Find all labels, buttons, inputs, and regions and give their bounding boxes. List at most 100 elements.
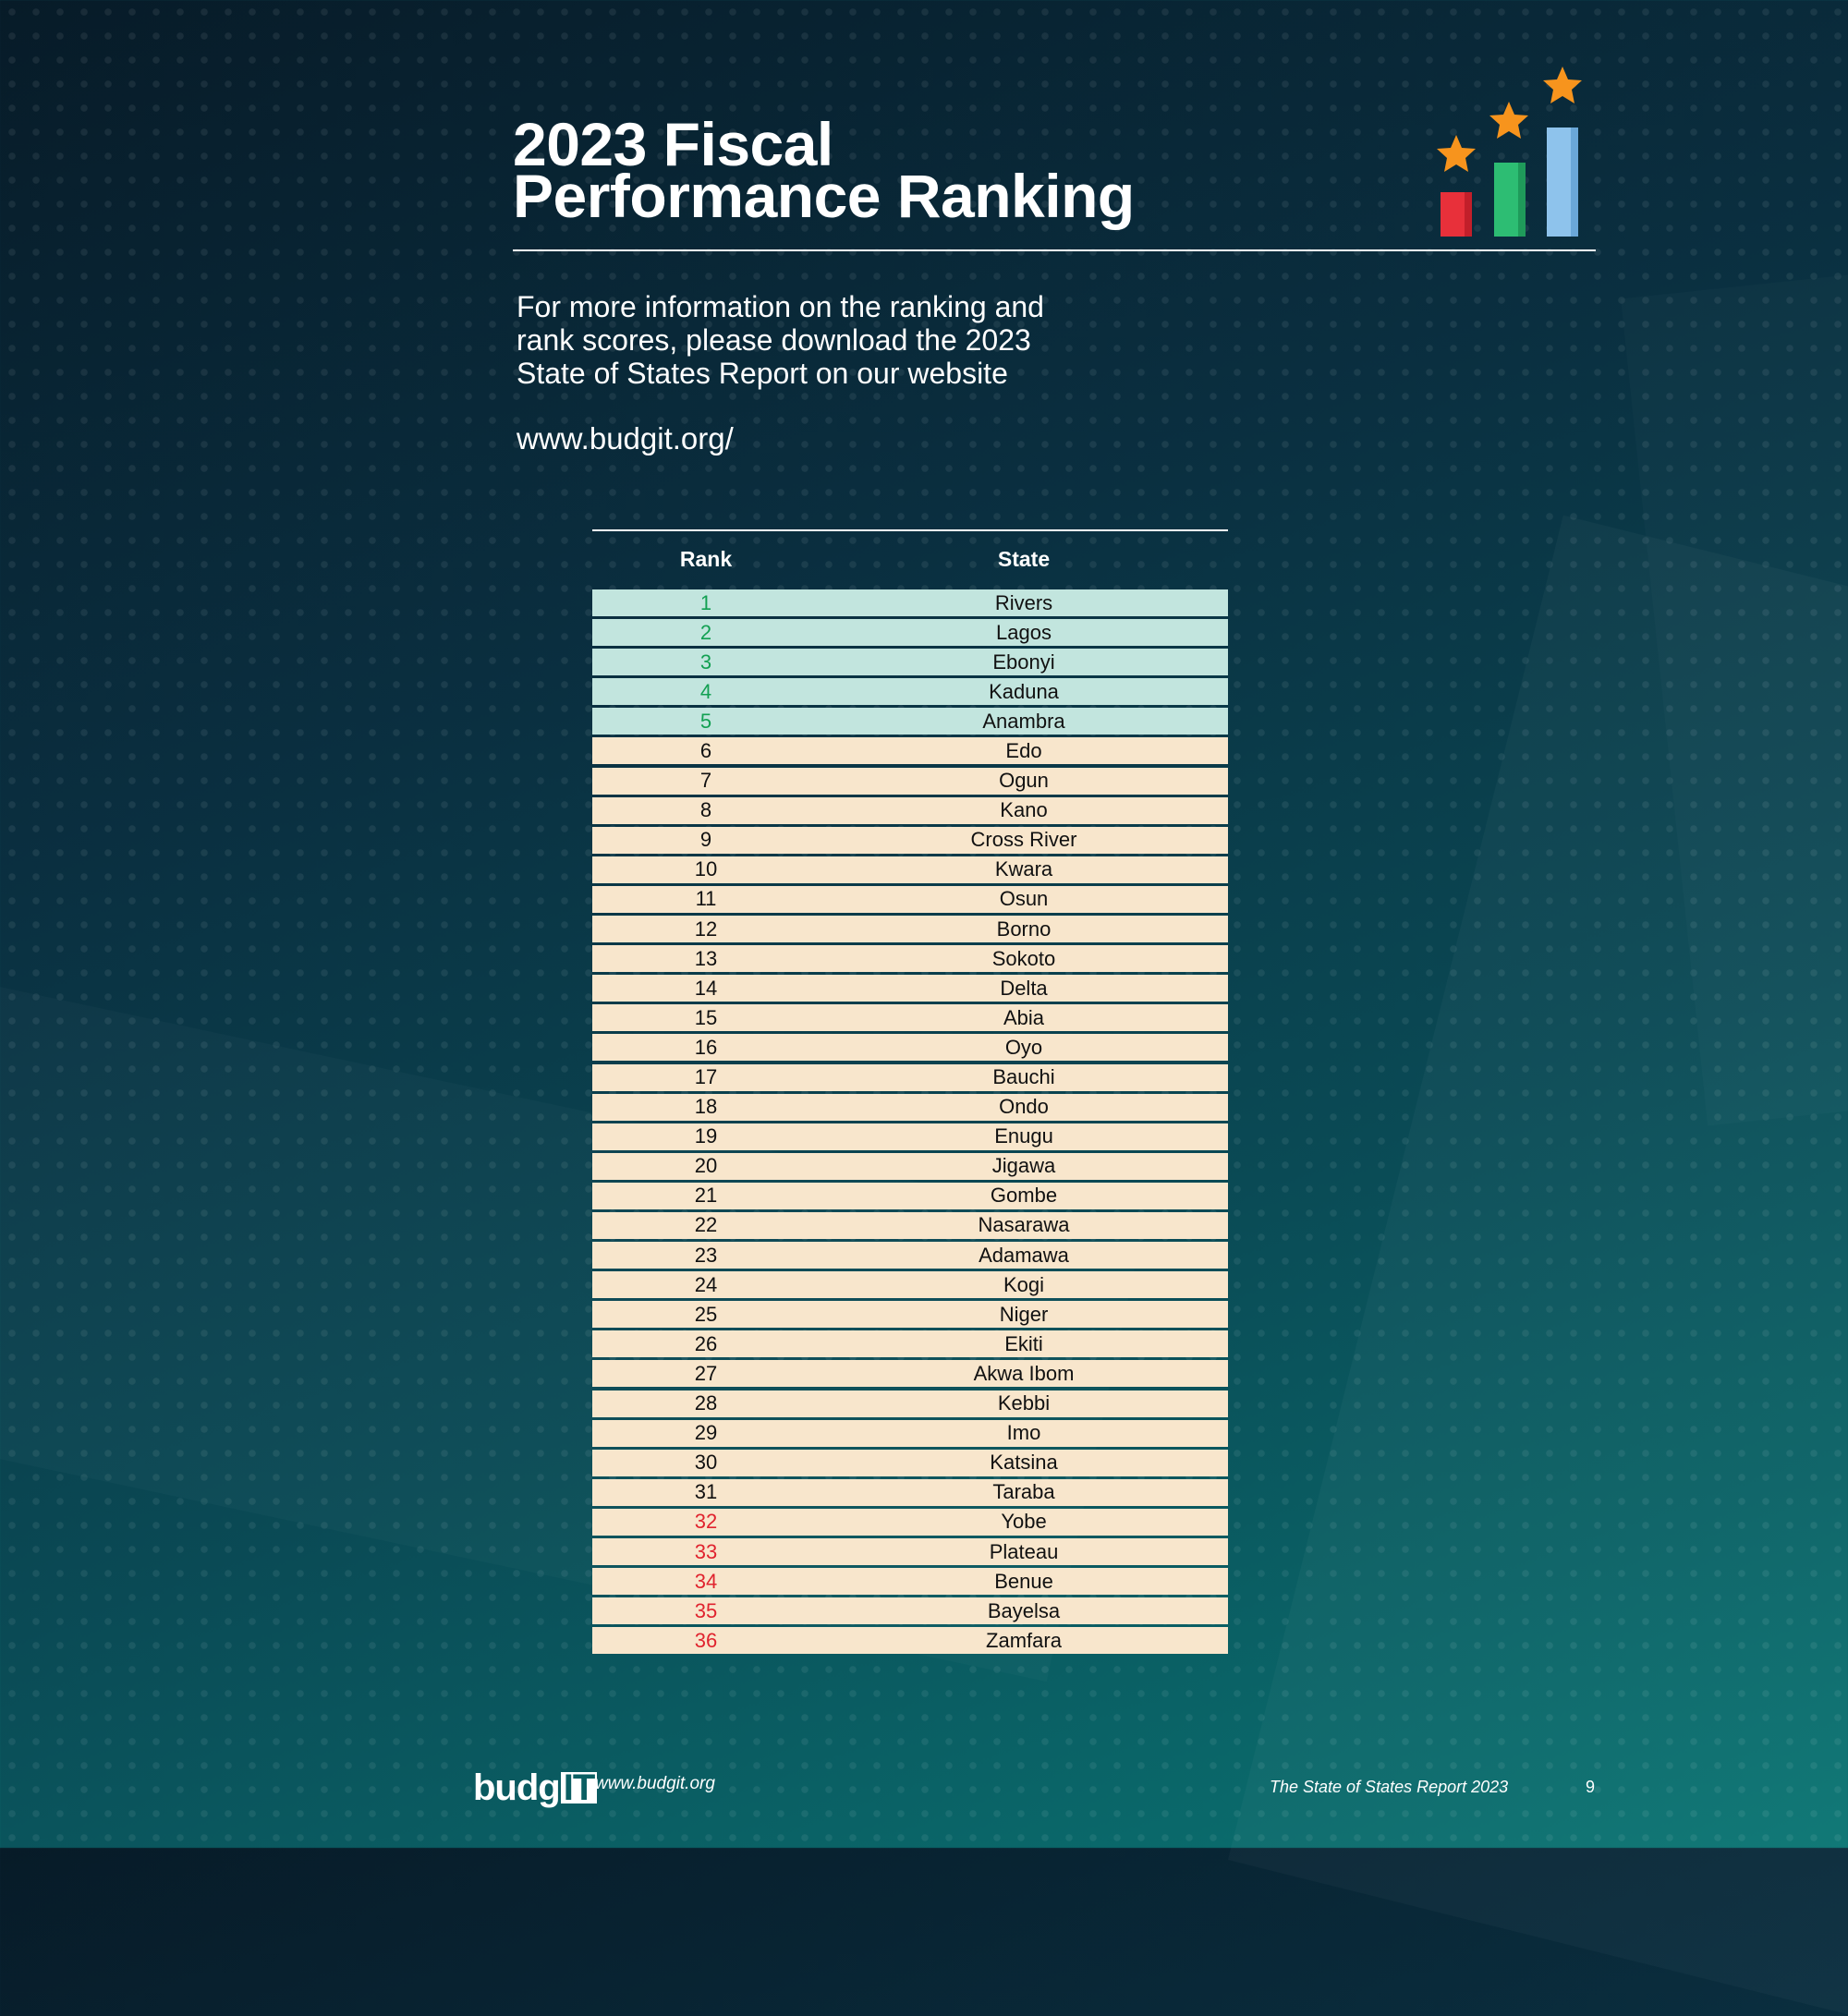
state-cell: Kaduna [989, 679, 1059, 703]
rank-cell: 15 [694, 1005, 718, 1029]
page-title: 2023 Fiscal Performance Ranking [513, 110, 1135, 230]
state-cell: Rivers [994, 590, 1053, 614]
logo-text: budg [473, 1767, 561, 1808]
table-row: 36 Zamfara [592, 1627, 1228, 1655]
rank-cell: 24 [694, 1272, 718, 1296]
rank-cell: 4 [699, 679, 712, 703]
table-row: 32 Yobe [592, 1508, 1228, 1536]
rank-cell: 26 [694, 1331, 718, 1355]
table-top-rule [592, 529, 1228, 531]
state-cell: Edo [1005, 738, 1042, 762]
table-row: 21 Gombe [592, 1182, 1228, 1209]
red-bar-shade [1465, 192, 1472, 237]
rank-cell: 10 [694, 857, 718, 881]
green-bar-shade [1518, 163, 1526, 237]
rank-cell: 28 [694, 1391, 718, 1415]
rank-cell: 9 [699, 828, 712, 852]
star-icon [1489, 102, 1528, 139]
star-icon [1437, 135, 1476, 172]
rank-cell: 31 [694, 1480, 718, 1504]
state-cell: Kano [1000, 798, 1048, 822]
info-line: For more information on the ranking and [517, 290, 1044, 323]
rank-cell: 1 [699, 590, 712, 614]
state-cell: Nasarawa [978, 1213, 1070, 1237]
rank-column-header: Rank [679, 546, 733, 571]
page-title-line: Performance Ranking [513, 162, 1135, 230]
website-link[interactable]: www.budgit.org/ [517, 421, 734, 455]
rank-cell: 14 [694, 976, 718, 1000]
state-cell: Yobe [1001, 1510, 1047, 1534]
state-cell: Niger [999, 1302, 1049, 1326]
footer-report-title: The State of States Report 2023 [1270, 1778, 1509, 1796]
table-row: 2 Lagos [592, 619, 1228, 647]
state-cell: Taraba [992, 1480, 1055, 1504]
table-row: 17 Bauchi [592, 1063, 1228, 1091]
table-row: 11 Osun [592, 885, 1228, 913]
table-row: 5 Anambra [592, 708, 1228, 735]
rank-cell: 8 [699, 798, 712, 822]
state-cell: Plateau [989, 1539, 1059, 1563]
footer-url[interactable]: www.budgit.org [595, 1774, 715, 1793]
ranking-table: Rank State 1 Rivers 2 Lagos 3 Ebonyi 4 Kaduna 5 A… [592, 529, 1228, 1657]
state-cell: Bauchi [992, 1065, 1055, 1088]
table-row: 4 Kaduna [592, 678, 1228, 706]
logo-box-text: IT [560, 1769, 598, 1806]
table-row: 24 Kogi [592, 1271, 1228, 1299]
table-row: 28 Kebbi [592, 1390, 1228, 1417]
state-cell: Bayelsa [987, 1598, 1061, 1622]
rank-cell: 30 [694, 1451, 718, 1475]
page-title-line: 2023 Fiscal [513, 110, 833, 178]
rank-cell: 21 [694, 1184, 718, 1208]
state-cell: Kebbi [997, 1391, 1051, 1415]
table-row: 13 Sokoto [592, 945, 1228, 973]
rank-cell: 13 [694, 946, 718, 970]
table-row: 31 Taraba [592, 1478, 1228, 1506]
rank-cell: 17 [694, 1065, 718, 1088]
table-row: 34 Benue [592, 1568, 1228, 1596]
state-cell: Enugu [994, 1124, 1053, 1148]
table-row: 9 Cross River [592, 826, 1228, 854]
rank-cell: 36 [694, 1628, 718, 1652]
budgit-logo: budg IT [473, 1767, 598, 1809]
rank-cell: 22 [694, 1213, 718, 1237]
state-cell: Katsina [990, 1451, 1058, 1475]
state-cell: Kwara [994, 857, 1053, 881]
state-cell: Sokoto [991, 946, 1056, 970]
table-row: 6 Edo [592, 737, 1228, 765]
table-row: 27 Akwa Ibom [592, 1360, 1228, 1388]
table-row: 16 Oyo [592, 1034, 1228, 1062]
state-cell: Akwa Ibom [973, 1361, 1075, 1385]
page-number: 9 [1586, 1778, 1596, 1796]
table-header: Rank State [592, 531, 1228, 587]
table-row: 15 Abia [592, 1004, 1228, 1032]
table-row: 30 Katsina [592, 1449, 1228, 1476]
state-cell: Ondo [999, 1095, 1049, 1119]
table-row: 29 Imo [592, 1419, 1228, 1447]
state-cell: Jigawa [991, 1154, 1056, 1178]
rank-cell: 6 [699, 738, 712, 762]
state-cell: Borno [996, 917, 1052, 941]
state-cell: Oyo [1004, 1035, 1043, 1059]
state-cell: Anambra [982, 709, 1065, 733]
rank-cell: 19 [694, 1124, 718, 1148]
state-cell: Lagos [996, 620, 1052, 644]
star-icons [1437, 67, 1582, 172]
table-row: 18 Ondo [592, 1093, 1228, 1121]
rank-cell: 5 [699, 709, 712, 733]
title-divider [513, 249, 1596, 251]
rank-cell: 16 [694, 1035, 718, 1059]
blue-bar-shade [1571, 128, 1578, 237]
state-column-header: State [997, 546, 1051, 571]
table-row: 23 Adamawa [592, 1242, 1228, 1269]
rank-cell: 29 [694, 1421, 718, 1445]
state-cell: Zamfara [986, 1628, 1062, 1652]
table-row: 20 Jigawa [592, 1152, 1228, 1180]
table-row: 35 Bayelsa [592, 1597, 1228, 1625]
table-row: 3 Ebonyi [592, 649, 1228, 676]
state-cell: Cross River [970, 828, 1077, 852]
rank-cell: 12 [694, 917, 718, 941]
table-row: 22 Nasarawa [592, 1211, 1228, 1239]
state-cell: Ebonyi [992, 650, 1055, 674]
table-row: 12 Borno [592, 916, 1228, 943]
table-row: 14 Delta [592, 975, 1228, 1002]
